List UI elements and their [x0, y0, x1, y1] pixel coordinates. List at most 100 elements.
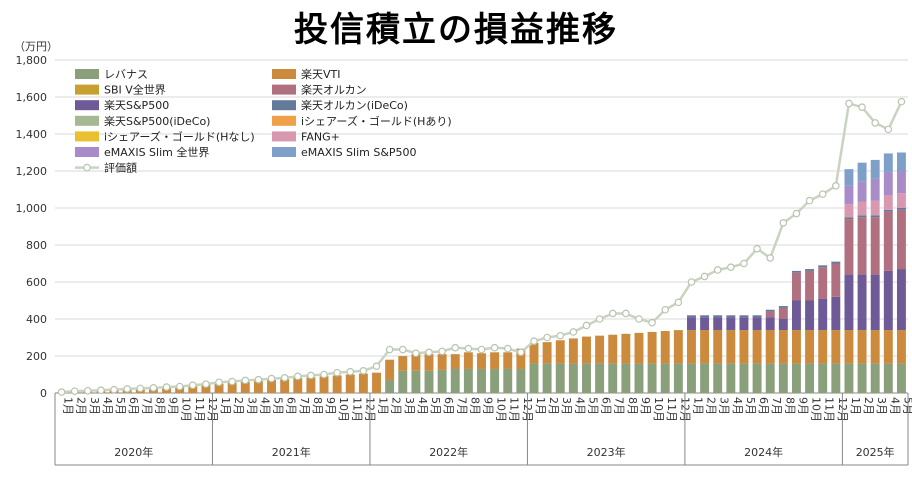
bar-segment: [687, 315, 696, 318]
bar-segment: [608, 334, 618, 364]
bar-segment: [831, 263, 841, 297]
bar-segment: [896, 330, 906, 364]
valuation-point: [569, 328, 578, 336]
bar-segment: [713, 317, 723, 331]
x-month-label: 10月: [180, 397, 193, 422]
bar-segment: [568, 363, 578, 393]
bar-segment: [778, 306, 788, 308]
y-tick-label: 200: [26, 350, 47, 363]
x-month-label: 7月: [613, 397, 626, 415]
bar-segment: [896, 171, 906, 194]
bar-segment: [791, 330, 801, 364]
x-month-label: 11月: [350, 397, 363, 422]
valuation-point: [149, 384, 158, 392]
x-month-label: 11月: [193, 397, 206, 422]
x-month-label: 8月: [626, 397, 639, 415]
bar-segment: [647, 331, 657, 364]
valuation-point: [727, 263, 735, 272]
valuation-point: [805, 196, 814, 205]
x-month-label: 1月: [849, 397, 862, 415]
valuation-point: [595, 315, 604, 323]
valuation-point: [333, 368, 341, 377]
y-tick-label: 600: [26, 276, 47, 289]
x-month-label: 9月: [639, 397, 652, 415]
x-month-label: 6月: [285, 397, 298, 415]
bar-segment: [857, 162, 867, 182]
valuation-point: [162, 383, 171, 391]
bar-segment: [870, 200, 880, 216]
bar-segment: [687, 317, 696, 331]
valuation-point: [661, 305, 670, 314]
legend-swatch: [272, 147, 296, 157]
bar-segment: [503, 352, 513, 369]
legend-label: レバナス: [104, 68, 148, 81]
x-month-label: 3月: [718, 397, 731, 415]
x-month-label: 5月: [744, 397, 757, 415]
bar-segment: [529, 363, 539, 393]
bar-segment: [437, 369, 447, 393]
y-unit-label: （万円）: [14, 40, 58, 53]
legend-label: iシェアーズ・ゴールド(Hなし): [104, 129, 255, 143]
x-year-label: 2020年: [114, 445, 153, 459]
bar-segment: [726, 363, 736, 393]
valuation-point: [700, 272, 709, 281]
legend-label: iシェアーズ・ゴールド(Hあり): [301, 114, 452, 128]
valuation-point: [503, 344, 512, 353]
x-month-label: 11月: [823, 397, 836, 422]
bar-segment: [844, 217, 854, 220]
valuation-point: [740, 259, 748, 268]
bar-segment: [857, 330, 867, 364]
bar-segment: [568, 338, 578, 364]
valuation-point: [713, 266, 722, 274]
x-month-label: 10月: [495, 397, 508, 422]
valuation-point: [635, 315, 643, 323]
valuation-point: [97, 386, 105, 395]
valuation-point: [530, 337, 538, 346]
x-month-label: 8月: [783, 397, 796, 415]
bar-segment: [818, 363, 828, 393]
x-month-label: 6月: [442, 397, 455, 415]
bar-segment: [621, 333, 631, 364]
bar-segment: [608, 363, 618, 393]
legend-swatch: [75, 84, 99, 95]
x-month-label: 4月: [731, 397, 744, 415]
bar-segment: [805, 363, 815, 393]
legend-label: 楽天オルカン: [301, 84, 367, 97]
valuation-point: [267, 374, 276, 383]
x-month-label: 8月: [468, 397, 481, 415]
bar-segment: [477, 368, 486, 393]
bar-segment: [542, 342, 552, 364]
bar-segment: [844, 204, 854, 218]
bar-segment: [713, 330, 723, 364]
x-month-label: 9月: [796, 397, 809, 415]
x-month-label: 6月: [600, 397, 613, 415]
bar-segment: [844, 274, 854, 331]
legend-swatch: [272, 115, 296, 126]
bar-segment: [280, 379, 290, 393]
bar-segment: [621, 363, 631, 393]
bar-segment: [726, 330, 736, 364]
legend-label: FANG+: [301, 130, 340, 143]
bar-segment: [647, 363, 657, 393]
bar-segment: [765, 363, 775, 393]
bar-segment: [450, 368, 460, 393]
x-month-label: 10月: [337, 397, 350, 422]
x-month-label: 4月: [573, 397, 586, 415]
valuation-point: [123, 385, 131, 393]
bar-segment: [805, 330, 815, 364]
bar-segment: [411, 354, 421, 371]
bar-segment: [818, 330, 828, 364]
x-month-label: 7月: [455, 397, 468, 415]
bar-segment: [883, 209, 893, 212]
valuation-point: [884, 125, 893, 134]
bar-segment: [831, 296, 841, 331]
valuation-point: [490, 343, 499, 352]
bar-segment: [687, 363, 696, 393]
x-month-label: 1月: [534, 397, 547, 415]
x-month-label: 2月: [390, 397, 403, 415]
bar-segment: [542, 363, 552, 393]
x-month-label: 2月: [705, 397, 718, 415]
x-month-label: 9月: [324, 397, 337, 415]
bar-segment: [385, 359, 395, 381]
